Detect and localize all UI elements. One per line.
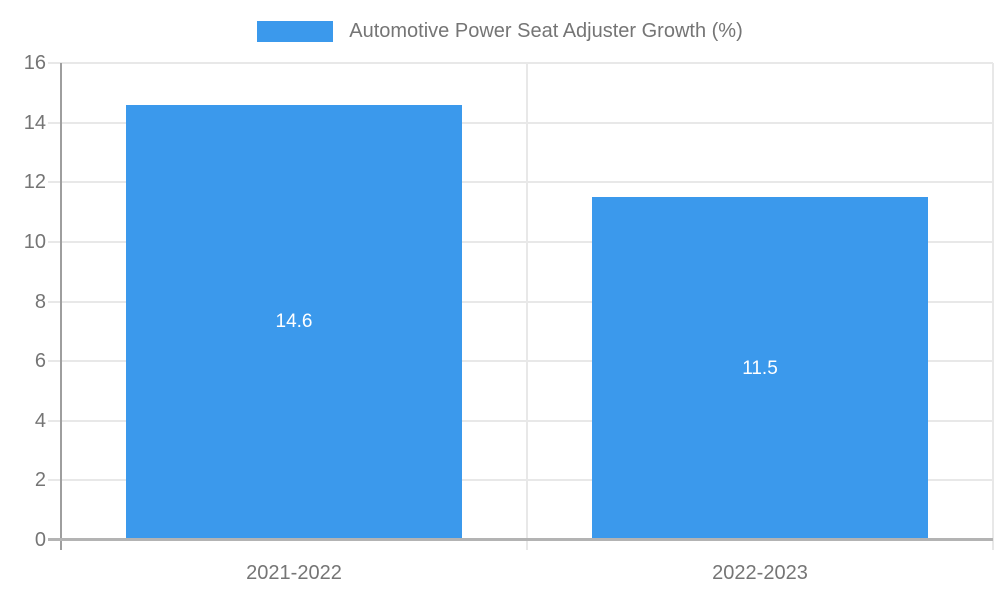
x-axis-label-2022-2023: 2022-2023	[712, 562, 808, 584]
bar-value-2021-2022: 14.6	[275, 311, 313, 333]
y-gridline-2	[48, 479, 993, 482]
y-axis-tick-16: 16	[23, 52, 46, 74]
y-gridline-8	[48, 300, 993, 303]
y-axis-tick-8: 8	[34, 290, 46, 313]
legend-swatch	[257, 20, 334, 42]
x-axis-label-2021-2022: 2021-2022	[246, 562, 342, 584]
y-axis-tick-6: 6	[34, 350, 46, 373]
y-axis-tick-4: 4	[34, 409, 46, 432]
y-axis-tick-10: 10	[23, 230, 46, 253]
y-gridline-16	[48, 62, 993, 64]
legend-label: Automotive Power Seat Adjuster Growth (%…	[349, 20, 743, 42]
y-gridline-6	[48, 360, 993, 363]
bar-value-2022-2023: 11.5	[742, 357, 778, 379]
bar-2021-2022[interactable]: 14.6	[126, 104, 462, 540]
y-axis-line	[60, 63, 62, 550]
y-gridline-10	[48, 240, 993, 243]
y-axis-tick-12: 12	[23, 171, 46, 194]
plot-area: 0 2 4 6 8 10 12 14 16 14.6 2021-2022 11.5 2022-2023	[24, 52, 994, 584]
y-gridline-4	[48, 419, 993, 422]
legend[interactable]: Automotive Power Seat Adjuster Growth (%…	[0, 20, 1000, 42]
v-gridline-1	[526, 63, 528, 550]
x-axis-baseline	[48, 538, 993, 541]
y-axis-tick-2: 2	[34, 469, 46, 492]
v-gridline-2	[992, 63, 994, 550]
y-axis-tick-14: 14	[23, 111, 46, 134]
y-gridline-12	[48, 181, 993, 184]
y-axis-tick-0: 0	[34, 529, 46, 551]
bar-2022-2023[interactable]: 11.5	[592, 197, 928, 540]
y-gridline-14	[48, 121, 993, 124]
